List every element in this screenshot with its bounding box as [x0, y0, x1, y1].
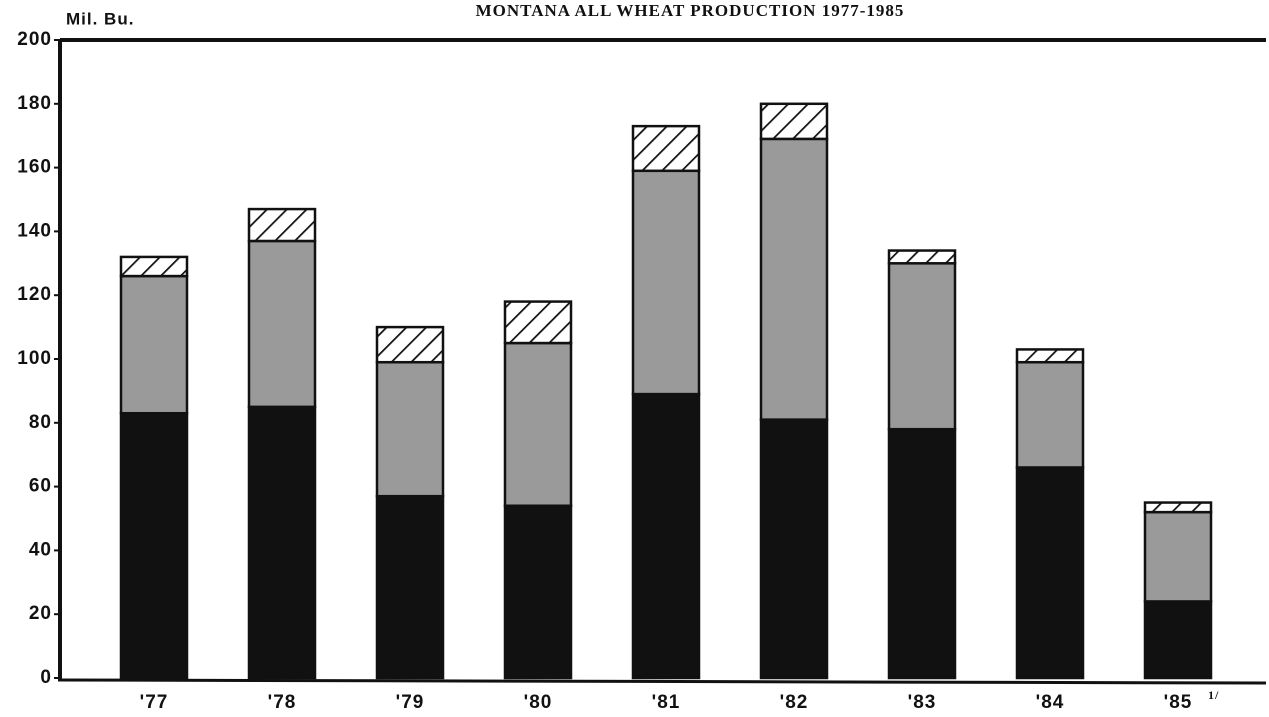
bar-segment: [247, 239, 317, 409]
footnote-marker: 1/: [1208, 688, 1219, 702]
bar-segment: [759, 418, 829, 680]
x-tick-label: '85: [1164, 692, 1193, 713]
bar-segment: [1015, 466, 1085, 680]
x-tick-label: '83: [908, 692, 937, 713]
bar-segment: [887, 249, 957, 265]
bar-segment: [631, 392, 701, 680]
x-tick-label: '80: [524, 692, 553, 713]
bar-segment: [1015, 348, 1085, 364]
y-tick-label: 180: [17, 93, 52, 114]
bar-segment: [631, 169, 701, 396]
bar-segment: [1015, 360, 1085, 469]
bar-segment: [375, 360, 445, 498]
y-tick-label: 0: [40, 667, 52, 688]
y-tick-label: 200: [17, 29, 52, 50]
y-tick-label: 120: [17, 284, 52, 305]
bar-segment: [631, 124, 701, 173]
y-tick-label: 140: [17, 220, 52, 241]
bar-segment: [119, 274, 189, 415]
y-axis-label: Mil. Bu.: [66, 9, 134, 28]
y-tick-label: 60: [29, 476, 52, 497]
y-tick-label: 160: [17, 157, 52, 178]
bar-segment: [887, 262, 957, 431]
bar-segment: [759, 102, 829, 141]
y-tick-label: 100: [17, 348, 52, 369]
bar-segment: [503, 341, 573, 507]
bar-segment: [887, 427, 957, 680]
bar-segment: [503, 504, 573, 680]
x-tick-label: '82: [780, 692, 809, 713]
y-tick-label: 80: [29, 412, 52, 433]
bar-segment: [503, 300, 573, 345]
x-tick-label: '77: [140, 692, 169, 713]
bar-segment: [759, 137, 829, 421]
bar-segment: [375, 325, 445, 364]
x-tick-label: '78: [268, 692, 297, 713]
bar-segment: [119, 255, 189, 278]
bar-segment: [247, 207, 317, 243]
bar-segment: [1143, 501, 1213, 514]
bar-segment: [119, 411, 189, 680]
x-tick-label: '84: [1036, 692, 1065, 713]
bar-segment: [1143, 510, 1213, 603]
x-axis: [57, 678, 1267, 685]
bar-segment: [247, 405, 317, 680]
bar-segment: [1143, 600, 1213, 680]
y-tick-label: 40: [29, 539, 52, 560]
x-tick-label: '79: [396, 692, 425, 713]
bar-segment: [375, 494, 445, 680]
y-tick-label: 20: [29, 603, 52, 624]
x-tick-label: '81: [652, 692, 681, 713]
chart-title: MONTANA ALL WHEAT PRODUCTION 1977-1985: [476, 1, 905, 20]
